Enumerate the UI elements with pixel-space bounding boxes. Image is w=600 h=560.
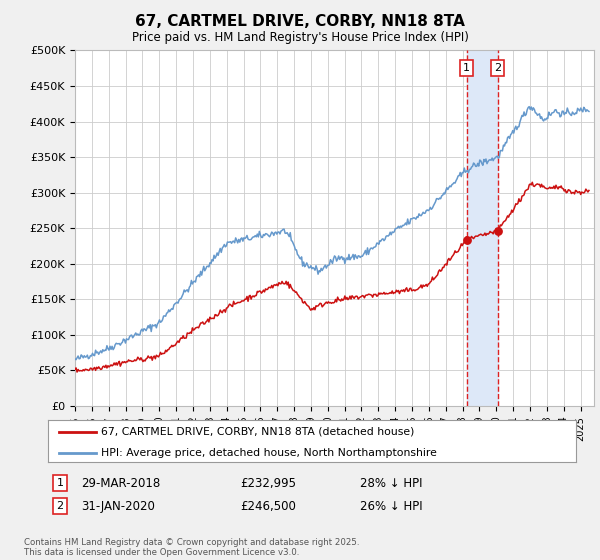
Text: 67, CARTMEL DRIVE, CORBY, NN18 8TA: 67, CARTMEL DRIVE, CORBY, NN18 8TA xyxy=(135,14,465,29)
Text: Price paid vs. HM Land Registry's House Price Index (HPI): Price paid vs. HM Land Registry's House … xyxy=(131,31,469,44)
Text: 29-MAR-2018: 29-MAR-2018 xyxy=(81,477,160,490)
Text: 31-JAN-2020: 31-JAN-2020 xyxy=(81,500,155,513)
Text: HPI: Average price, detached house, North Northamptonshire: HPI: Average price, detached house, Nort… xyxy=(101,448,437,458)
Bar xyxy=(467,50,497,406)
Point xyxy=(462,236,472,245)
Point xyxy=(493,226,502,235)
Text: 2: 2 xyxy=(56,501,64,511)
Text: Contains HM Land Registry data © Crown copyright and database right 2025.
This d: Contains HM Land Registry data © Crown c… xyxy=(24,538,359,557)
Text: 67, CARTMEL DRIVE, CORBY, NN18 8TA (detached house): 67, CARTMEL DRIVE, CORBY, NN18 8TA (deta… xyxy=(101,427,414,437)
Text: 1: 1 xyxy=(56,478,64,488)
Text: 2: 2 xyxy=(494,63,501,73)
Text: £246,500: £246,500 xyxy=(240,500,296,513)
Text: 1: 1 xyxy=(463,63,470,73)
Text: £232,995: £232,995 xyxy=(240,477,296,490)
Text: 28% ↓ HPI: 28% ↓ HPI xyxy=(360,477,422,490)
Text: 26% ↓ HPI: 26% ↓ HPI xyxy=(360,500,422,513)
